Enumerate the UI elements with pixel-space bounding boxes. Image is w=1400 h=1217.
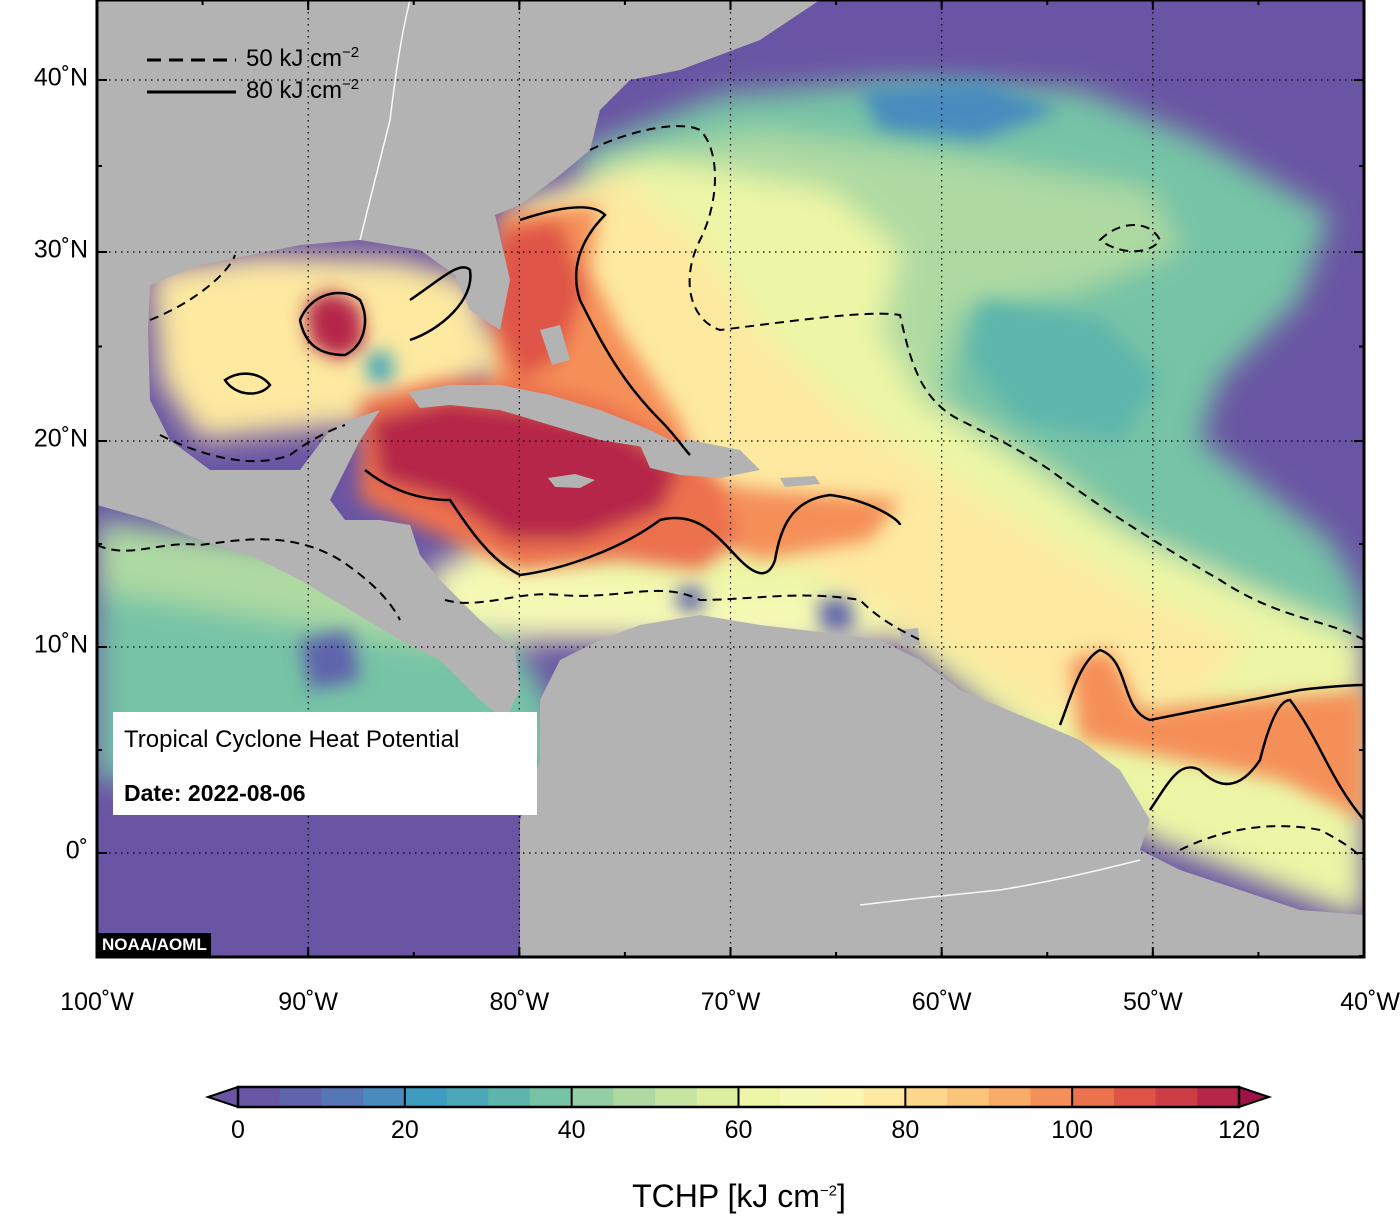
contour-50-south-atlantic xyxy=(1179,825,1364,861)
colorbar-segment-17 xyxy=(947,1087,990,1107)
tchp-85-atlantic-south xyxy=(1070,650,1364,820)
axis-ticks xyxy=(96,0,1365,957)
colorbar-label-0: 0 xyxy=(231,1116,245,1144)
colorbar-label-6: 120 xyxy=(1218,1116,1260,1144)
lon-label-3: 70˚W xyxy=(700,988,761,1016)
colorbar-segment-21 xyxy=(1113,1087,1157,1107)
colorbar-segment-9 xyxy=(613,1087,656,1107)
colorbar-segment-22 xyxy=(1155,1087,1198,1107)
river-amazon xyxy=(859,859,1141,906)
land-cuba xyxy=(408,385,680,448)
colorbar-segment-11 xyxy=(696,1087,739,1107)
contour-80-atlantic-south xyxy=(1058,648,1364,726)
tchp-hotspots xyxy=(300,80,1364,820)
land-bahamas xyxy=(540,325,570,365)
tchp-gulf-stream-cold xyxy=(860,80,1060,140)
colorbar-label-3: 60 xyxy=(724,1116,753,1144)
colorbar-segment-0 xyxy=(238,1087,281,1107)
colorbar-segment-13 xyxy=(780,1087,823,1107)
lon-label-1: 90˚W xyxy=(278,988,339,1016)
colorbar-segment-19 xyxy=(1030,1087,1073,1107)
land-puerto-rico xyxy=(780,476,820,487)
contour-80-atlantic-south-2 xyxy=(1148,698,1364,821)
contours-50 xyxy=(97,125,1364,861)
colorbar-under-arrow xyxy=(204,1085,239,1109)
colorbar-segment-1 xyxy=(279,1087,322,1107)
contour-50-gulf xyxy=(149,254,236,321)
lon-label-0: 100˚W xyxy=(60,988,134,1016)
colorbar-segment-10 xyxy=(655,1087,698,1107)
tchp-low-eddy-caribbean-2 xyxy=(818,598,855,632)
colorbar-label-4: 80 xyxy=(891,1116,920,1144)
colorbar-segment-16 xyxy=(905,1087,948,1107)
info-box: Tropical Cyclone Heat Potential Date: 20… xyxy=(113,712,537,815)
colorbar-segment-2 xyxy=(321,1087,364,1107)
lon-label-4: 60˚W xyxy=(911,988,972,1016)
colorbar-label-1: 20 xyxy=(390,1116,419,1144)
legend-item-50: 50 kJ cm−2 xyxy=(246,44,360,72)
colorbar-segment-4 xyxy=(404,1087,448,1107)
colorbar-segment-8 xyxy=(571,1087,614,1107)
colorbar-segment-6 xyxy=(488,1087,531,1107)
colorbar-segment-20 xyxy=(1072,1087,1115,1107)
contour-80-gulf-north xyxy=(409,266,472,342)
lat-label-0: 40˚N xyxy=(33,63,88,92)
lon-label-2: 80˚W xyxy=(489,988,550,1016)
colorbar xyxy=(204,1085,1273,1109)
colorbar-segment-15 xyxy=(863,1087,906,1107)
lat-label-1: 30˚N xyxy=(33,235,88,264)
map-plot-area xyxy=(97,0,1364,957)
colorbar-segment-12 xyxy=(738,1087,781,1107)
tchp-low-eddy-gulf xyxy=(365,350,395,385)
colorbar-label-5: 100 xyxy=(1051,1116,1094,1144)
colorbar-segment-7 xyxy=(529,1087,573,1107)
contour-50-gulf-west xyxy=(159,424,346,463)
lat-label-2: 20˚N xyxy=(33,424,88,453)
lon-label-5: 50˚W xyxy=(1122,988,1183,1016)
colorbar-over-arrow xyxy=(1238,1085,1273,1109)
tchp-low-eddy-caribbean-1 xyxy=(675,585,705,612)
graticule xyxy=(97,0,1364,957)
colorbar-segment-18 xyxy=(988,1087,1031,1107)
land-jamaica xyxy=(548,474,595,488)
colorbar-segment-5 xyxy=(446,1087,489,1107)
river-mississippi xyxy=(359,0,411,241)
lat-label-4: 0˚ xyxy=(65,836,88,865)
colorbar-title: TCHP [kJ cm−2] xyxy=(632,1178,846,1214)
tchp-band-65 xyxy=(500,175,1250,720)
map-date: Date: 2022-08-06 xyxy=(124,780,306,806)
rivers xyxy=(359,0,1141,906)
credit-label: NOAA/AOML xyxy=(98,933,211,956)
colorbar-segment-14 xyxy=(821,1087,865,1107)
contour-80-gulf-eddy xyxy=(298,291,367,357)
contours-80 xyxy=(223,206,1364,821)
tchp-low-pacific-eddy xyxy=(300,630,360,690)
contour-50-pacific xyxy=(97,538,401,621)
tchp-caribbean-south xyxy=(430,560,900,650)
contour-80-gulf-small xyxy=(223,372,272,395)
map-title: Tropical Cyclone Heat Potential xyxy=(124,726,460,753)
contour-80-florida xyxy=(519,206,691,456)
colorbar-segment-3 xyxy=(363,1087,406,1107)
contour-50-caribbean xyxy=(444,589,921,641)
contour-50-atlantic xyxy=(589,125,1364,641)
colorbar-segment-23 xyxy=(1197,1087,1240,1107)
colorbar-label-2: 40 xyxy=(557,1116,586,1144)
tchp-100-gulf-eddy xyxy=(305,290,365,360)
contour-50-north-eddy xyxy=(1098,224,1162,253)
lat-label-3: 10˚N xyxy=(33,630,88,659)
tchp-subtropical-blue xyxy=(970,300,1160,440)
contour-80-caribbean xyxy=(364,469,902,577)
legend-item-80: 80 kJ cm−2 xyxy=(246,76,360,104)
lon-label-6: 40˚W xyxy=(1340,988,1400,1016)
